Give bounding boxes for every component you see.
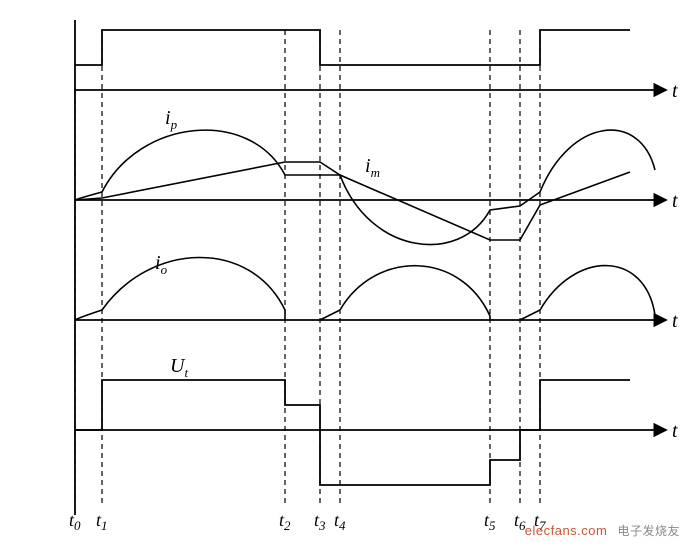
svg-text:t3: t3 — [314, 510, 326, 533]
watermark-url: elecfans.com — [525, 523, 608, 538]
svg-text:t: t — [672, 310, 678, 332]
svg-text:t: t — [672, 420, 678, 442]
svg-text:t4: t4 — [334, 510, 346, 533]
svg-text:Ut: Ut — [170, 355, 188, 380]
svg-text:im: im — [365, 155, 380, 180]
svg-text:t: t — [672, 190, 678, 212]
svg-text:t: t — [672, 80, 678, 102]
svg-text:t5: t5 — [484, 510, 496, 533]
svg-text:t2: t2 — [279, 510, 291, 533]
svg-text:ip: ip — [165, 107, 178, 132]
timing-diagram: ttttt0t1t2t3t4t5t6t7ipimioUt — [20, 10, 680, 540]
svg-text:t1: t1 — [96, 510, 108, 533]
svg-text:io: io — [155, 252, 168, 277]
watermark: elecfans.com 电子发烧友 — [525, 522, 680, 539]
watermark-cn: 电子发烧友 — [617, 524, 680, 538]
